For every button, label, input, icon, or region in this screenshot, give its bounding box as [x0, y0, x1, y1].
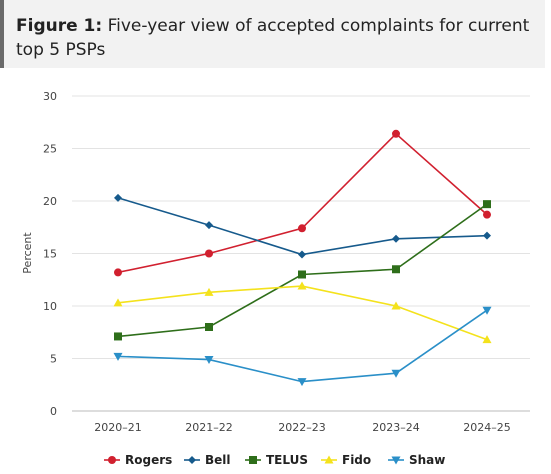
data-point [113, 352, 123, 361]
data-point [114, 332, 122, 341]
data-point [205, 249, 213, 258]
legend-marker [324, 455, 334, 464]
legend-item-bell[interactable]: Bell [184, 453, 231, 467]
data-point [482, 335, 492, 344]
data-point [205, 323, 213, 331]
data-point [297, 378, 307, 387]
data-point [114, 268, 122, 277]
data-point [392, 265, 400, 274]
data-point [204, 356, 214, 365]
data-point [482, 306, 492, 315]
y-tick-label: 15 [43, 248, 57, 261]
legend-label: Fido [342, 453, 371, 467]
legend-label: Rogers [125, 453, 172, 467]
legend-label: Shaw [409, 453, 445, 467]
series-line [117, 203, 488, 338]
legend-item-telus[interactable]: TELUS [245, 453, 308, 467]
legend-marker [108, 456, 116, 464]
data-point [483, 231, 491, 240]
x-tick-labels: 2020–21 2021–22 2022–23 2023–24 2024–25 [94, 421, 511, 434]
legend-marker [249, 456, 257, 464]
series-shaw [113, 306, 492, 387]
legend-marker [188, 456, 196, 464]
data-point [204, 287, 214, 296]
data-point [391, 301, 401, 310]
legend-item-rogers[interactable]: Rogers [104, 453, 172, 467]
data-point [392, 234, 400, 243]
series-line [117, 309, 488, 383]
series-line [117, 285, 488, 341]
data-point [483, 210, 491, 219]
figure-caption: Five-year view of accepted complaints fo… [16, 16, 530, 60]
legend-item-fido[interactable]: Fido [321, 453, 371, 467]
data-point [113, 298, 123, 307]
data-point [298, 224, 306, 233]
x-tick-label: 2022–23 [278, 421, 326, 434]
series-fido [113, 281, 492, 344]
figure-label: Figure 1: [16, 16, 103, 36]
y-tick-label: 20 [43, 195, 57, 208]
legend-item-shaw[interactable]: Shaw [388, 453, 445, 467]
figure-header: Figure 1: Five-year view of accepted com… [0, 0, 545, 68]
data-point [298, 250, 306, 259]
x-tick-label: 2024–25 [463, 421, 511, 434]
y-tick-label: 30 [43, 90, 57, 103]
figure-title: Figure 1: Five-year view of accepted com… [16, 14, 536, 62]
x-tick-label: 2023–24 [372, 421, 420, 434]
series-bell [114, 193, 491, 259]
y-tick-label: 10 [43, 300, 57, 313]
grid-lines [72, 95, 530, 412]
y-tick-label: 25 [43, 143, 57, 156]
series-lines [113, 129, 492, 387]
y-tick-labels: 0 5 10 15 20 25 30 [43, 90, 57, 418]
y-tick-label: 0 [50, 405, 57, 418]
data-point [297, 281, 307, 290]
data-point [205, 221, 213, 230]
y-tick-label: 5 [50, 353, 57, 366]
legend-label: TELUS [266, 453, 308, 467]
data-point [391, 369, 401, 378]
data-point [298, 270, 306, 279]
data-point [392, 129, 400, 138]
legend-label: Bell [205, 453, 231, 467]
y-axis-label: Percent [21, 232, 34, 274]
data-point [114, 193, 122, 202]
legend-marker [391, 456, 401, 465]
series-telus [114, 200, 491, 341]
series-rogers [114, 129, 491, 277]
x-tick-label: 2020–21 [94, 421, 142, 434]
data-point [483, 200, 491, 209]
legend: Rogers Bell TELUS Fido Shaw [104, 453, 445, 467]
x-tick-label: 2021–22 [185, 421, 233, 434]
